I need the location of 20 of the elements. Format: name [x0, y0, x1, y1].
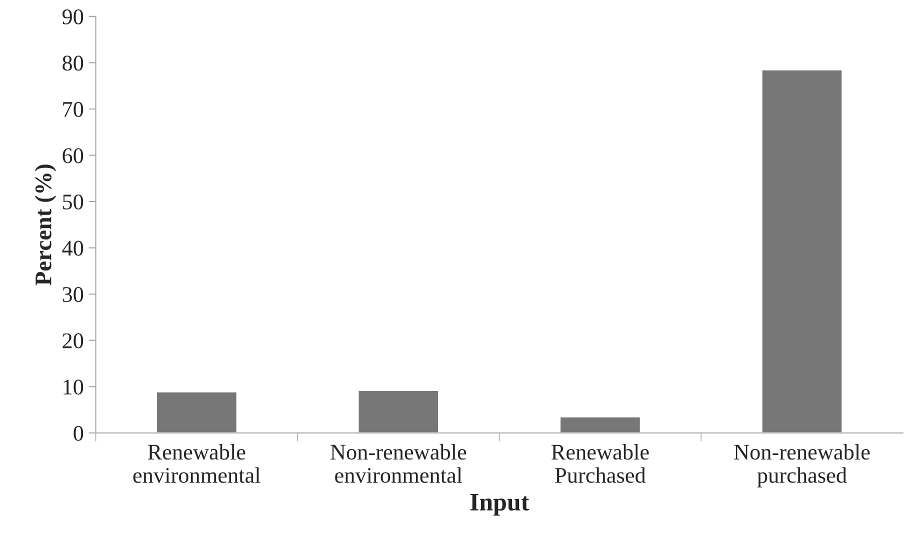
x-tick-label: Non-renewable environmental	[330, 444, 466, 483]
x-tick-label: Non-renewable purchased	[734, 444, 870, 488]
x-tick-label: Renewable Purchased	[551, 444, 649, 483]
y-tick-label: 90	[62, 9, 84, 24]
bar	[357, 390, 440, 433]
x-tick-label: Renewable environmental	[133, 444, 260, 483]
x-axis-title: Input	[470, 494, 530, 516]
bar	[760, 68, 844, 433]
y-tick-label: 0	[74, 426, 84, 441]
y-tick-label: 40	[62, 240, 84, 256]
y-tick-label: 10	[64, 380, 84, 395]
y-tick-label: 60	[62, 148, 84, 164]
y-axis-title: Percent (%)	[34, 164, 56, 286]
y-tick-label: 80	[62, 56, 84, 71]
bar	[559, 416, 642, 433]
bar	[156, 391, 238, 433]
y-tick-label: 50	[63, 194, 84, 210]
y-tick-label: 30	[62, 287, 84, 302]
y-tick-label: 20	[62, 333, 84, 348]
y-tick-label: 70	[63, 102, 84, 117]
